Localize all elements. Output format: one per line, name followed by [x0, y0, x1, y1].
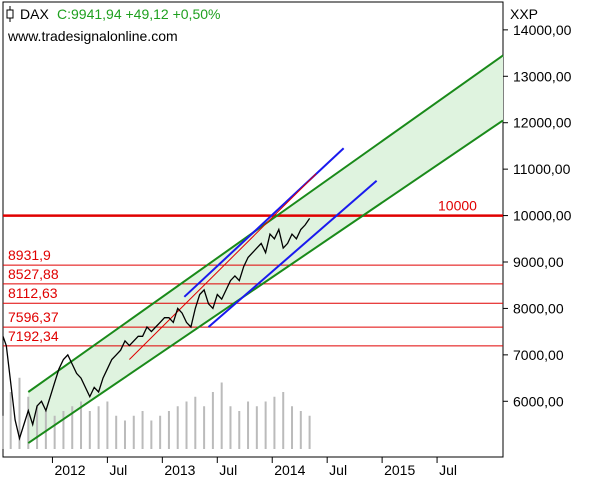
volume-bar	[132, 415, 135, 449]
volume-bar	[53, 415, 56, 449]
volume-bar	[273, 396, 276, 449]
volume-bar	[229, 406, 232, 449]
blue-channel-line	[207, 179, 378, 328]
volume-bar	[36, 406, 39, 449]
levels-layer	[3, 214, 503, 347]
y-tick-label: 8000,00	[513, 300, 564, 316]
volume-bar	[62, 411, 65, 449]
red-channel-line	[129, 173, 317, 360]
y-tick-label: 10000,00	[513, 208, 572, 224]
x-axis: 2012 Jul 2013 Jul 2014 Jul 2015 Jul	[51, 457, 457, 478]
volume-bar	[27, 396, 30, 449]
volume-bar	[282, 392, 285, 449]
candle-icon	[6, 6, 14, 22]
level-label: 7596,37	[8, 309, 59, 325]
volume-layer	[2, 377, 311, 449]
x-tick-label: Jul	[439, 462, 457, 478]
price-layer	[2, 218, 311, 441]
volume-bar	[159, 415, 162, 449]
y-tick-label: 14000,00	[513, 22, 572, 38]
x-tick-label: Jul	[109, 462, 127, 478]
y-tick-label: 12000,00	[513, 115, 572, 131]
level-label: 8931,9	[8, 247, 51, 263]
x-tick-label: 2012	[54, 462, 85, 478]
volume-bar	[106, 401, 109, 449]
website-label: www.tradesignalonline.com	[7, 28, 178, 44]
volume-bar	[247, 401, 250, 449]
y-tick-label: 11000,00	[513, 161, 571, 177]
volume-bar	[115, 415, 118, 449]
level-label: 7192,34	[8, 328, 59, 344]
volume-bar	[176, 406, 179, 449]
level-label: 8112,63	[8, 285, 58, 301]
level-label: 8527,88	[8, 266, 59, 282]
volume-bar	[18, 377, 21, 449]
volume-bar	[291, 406, 294, 449]
y-tick-label: 13000,00	[513, 68, 572, 84]
green-channel-line	[27, 119, 504, 444]
volume-bar	[238, 411, 241, 449]
volume-bar	[211, 392, 214, 449]
level-label-10000: 10000	[438, 198, 477, 214]
x-tick-label: 2013	[164, 462, 195, 478]
volume-bar	[150, 420, 153, 449]
channels-layer	[27, 54, 504, 444]
volume-bar	[88, 411, 91, 449]
volume-bar	[308, 415, 311, 449]
volume-bar	[9, 392, 12, 449]
volume-bar	[264, 401, 267, 449]
volume-bar	[123, 420, 126, 449]
x-tick-label: 2015	[384, 462, 415, 478]
volume-bar	[2, 415, 4, 449]
blue-channel-line	[183, 147, 345, 298]
x-tick-label: Jul	[329, 462, 347, 478]
volume-bar	[220, 382, 223, 449]
x-tick-label: Jul	[219, 462, 237, 478]
y-axis: 6000,00 7000,00 8000,00 9000,00 10000,00 1100…	[503, 22, 572, 409]
y-tick-label: 7000,00	[513, 347, 564, 363]
x-tick-label: 2014	[274, 462, 305, 478]
chart-header: DAX C:9941,94 +49,12 +0,50% www.tradesig…	[6, 6, 538, 44]
price-line	[2, 218, 311, 441]
volume-bar	[194, 396, 197, 449]
volume-bar	[299, 411, 302, 449]
volume-bar	[80, 401, 83, 449]
volume-bar	[185, 401, 188, 449]
volume-bar	[141, 411, 144, 449]
volume-bar	[97, 406, 100, 449]
volume-bar	[203, 406, 206, 449]
quote-label: C:9941,94 +49,12 +0,50%	[57, 6, 220, 22]
volume-bar	[71, 406, 74, 449]
exchange-label: XXP	[510, 6, 538, 22]
y-tick-label: 9000,00	[513, 254, 564, 270]
level-labels-layer: 10000 8931,9 8527,88 8112,63 7596,37 7192,34	[8, 198, 477, 344]
volume-bar	[167, 411, 170, 449]
volume-bar	[255, 406, 258, 449]
y-tick-label: 6000,00	[513, 393, 564, 409]
symbol-label: DAX	[20, 6, 49, 22]
